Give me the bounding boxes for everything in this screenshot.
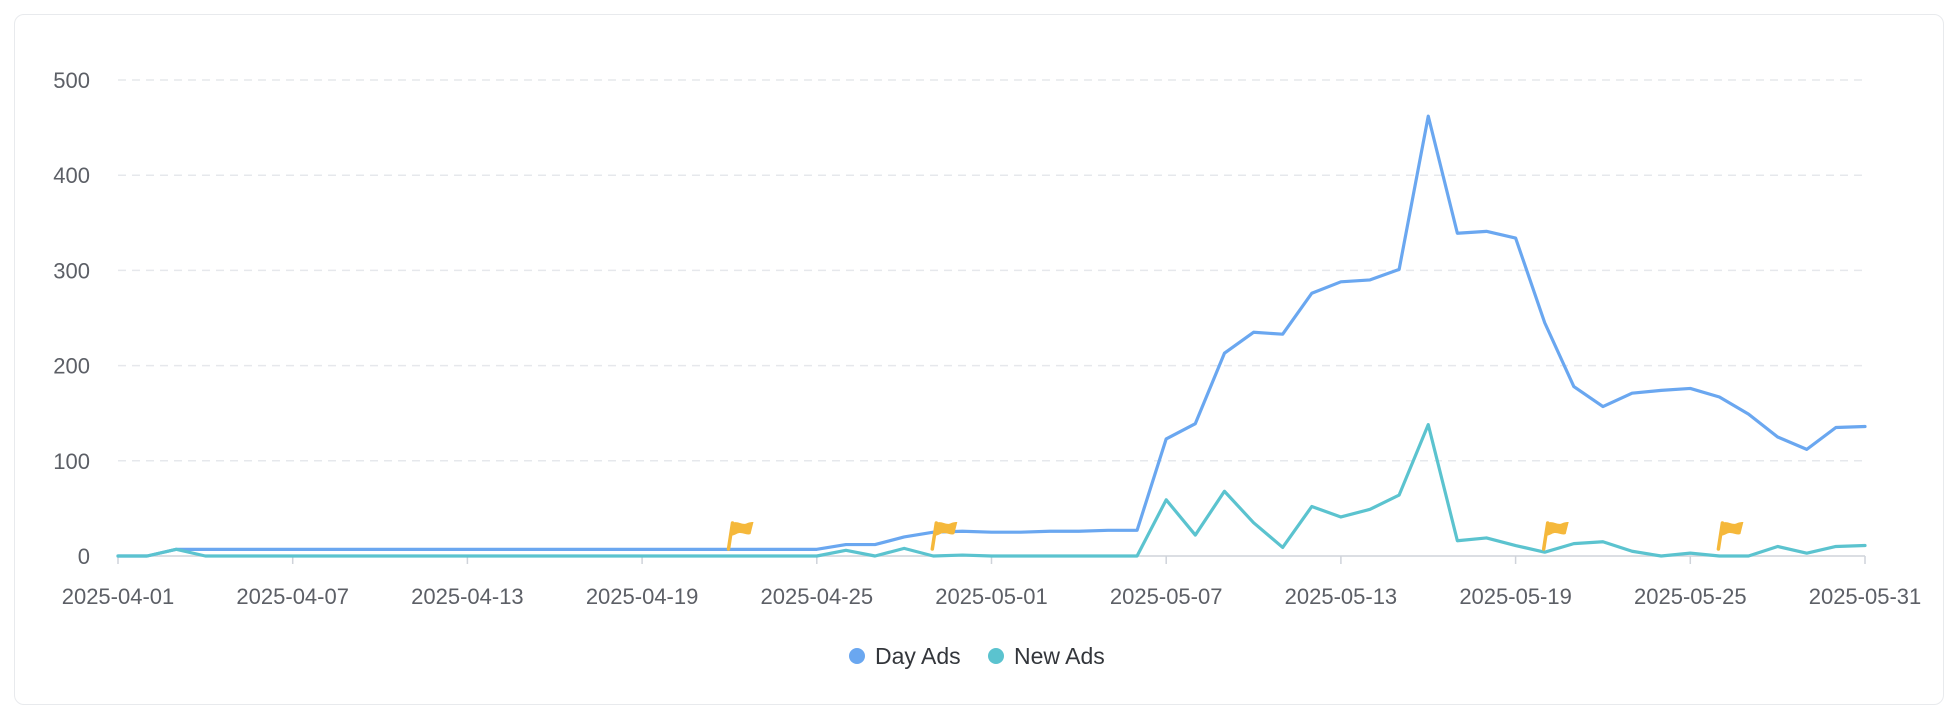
- x-tick-label: 2025-04-01: [62, 584, 175, 609]
- flag-icon[interactable]: [1716, 521, 1744, 551]
- series-line-day-ads: [116, 114, 1867, 558]
- annotation-flags: [726, 521, 1744, 551]
- x-tick-label: 2025-05-25: [1634, 584, 1747, 609]
- legend-item-day-ads[interactable]: Day Ads: [849, 643, 961, 669]
- x-tick-label: 2025-05-07: [1110, 584, 1223, 609]
- chart-card: [14, 14, 1944, 705]
- flag-icon[interactable]: [1541, 521, 1569, 551]
- series-line-new-ads: [116, 423, 1867, 558]
- x-tick-label: 2025-04-25: [761, 584, 874, 609]
- y-tick-label: 100: [53, 449, 90, 474]
- y-tick-label: 300: [53, 258, 90, 283]
- legend-item-new-ads[interactable]: New Ads: [988, 643, 1105, 669]
- y-tick-label: 400: [53, 163, 90, 188]
- grid-lines: [118, 79, 1865, 462]
- y-tick-label: 500: [53, 68, 90, 93]
- x-tick-label: 2025-04-07: [236, 584, 349, 609]
- x-tick-label: 2025-04-19: [586, 584, 699, 609]
- legend-label: Day Ads: [875, 643, 961, 669]
- flag-icon[interactable]: [930, 521, 958, 551]
- legend: Day Ads New Ads: [849, 643, 1105, 669]
- flag-icon[interactable]: [726, 521, 754, 551]
- series-lines: [116, 114, 1867, 558]
- y-tick-label: 200: [53, 354, 90, 379]
- x-tick-label: 2025-05-01: [935, 584, 1048, 609]
- x-tick-label: 2025-04-13: [411, 584, 524, 609]
- x-tick-label: 2025-05-19: [1459, 584, 1572, 609]
- x-axis-labels: 2025-04-01 2025-04-07 2025-04-13 2025-04-19…: [62, 584, 1922, 609]
- x-tick-label: 2025-05-31: [1809, 584, 1922, 609]
- legend-marker: [988, 648, 1004, 664]
- x-tick-label: 2025-05-13: [1285, 584, 1398, 609]
- legend-marker: [849, 648, 865, 664]
- y-axis-labels: 0 100 200 300 400 500: [53, 68, 90, 569]
- legend-label: New Ads: [1014, 643, 1105, 669]
- y-tick-label: 0: [78, 544, 90, 569]
